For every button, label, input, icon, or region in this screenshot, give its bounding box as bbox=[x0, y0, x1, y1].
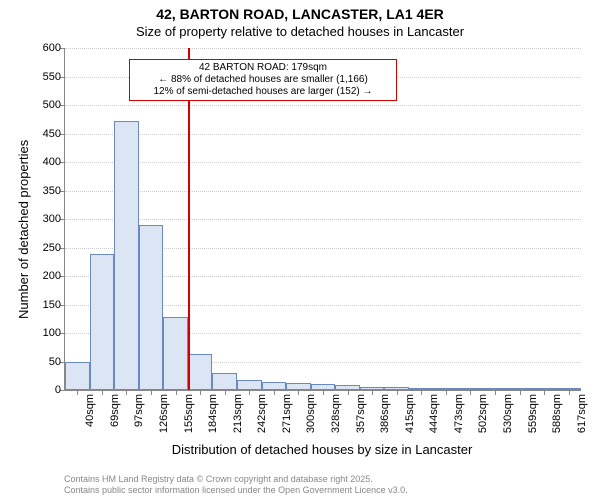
xtick-mark bbox=[421, 390, 422, 395]
ytick-label: 500 bbox=[43, 99, 65, 111]
xtick-label: 588sqm bbox=[549, 394, 563, 433]
credits-line-1: Contains HM Land Registry data © Crown c… bbox=[64, 474, 408, 485]
xtick-mark bbox=[126, 390, 127, 395]
xtick-label: 357sqm bbox=[353, 394, 367, 433]
xtick-label: 97sqm bbox=[131, 394, 145, 427]
histogram-bar bbox=[139, 225, 164, 390]
xtick-mark bbox=[225, 390, 226, 395]
chart-title: 42, BARTON ROAD, LANCASTER, LA1 4ER bbox=[0, 0, 600, 22]
chart-container: 42, BARTON ROAD, LANCASTER, LA1 4ER Size… bbox=[0, 0, 600, 500]
ytick-label: 600 bbox=[43, 42, 65, 54]
xtick-mark bbox=[176, 390, 177, 395]
xtick-mark bbox=[298, 390, 299, 395]
ytick-label: 300 bbox=[43, 213, 65, 225]
chart-subtitle: Size of property relative to detached ho… bbox=[0, 22, 600, 39]
xtick-label: 328sqm bbox=[328, 394, 342, 433]
plot-area: 05010015020025030035040045050055060040sq… bbox=[64, 48, 581, 391]
gridline-h bbox=[65, 162, 581, 163]
xtick-mark bbox=[249, 390, 250, 395]
xtick-mark bbox=[372, 390, 373, 395]
xtick-mark bbox=[495, 390, 496, 395]
xtick-mark bbox=[348, 390, 349, 395]
xtick-label: 473sqm bbox=[451, 394, 465, 433]
xtick-label: 559sqm bbox=[525, 394, 539, 433]
credits-text: Contains HM Land Registry data © Crown c… bbox=[64, 474, 408, 496]
x-axis-label: Distribution of detached houses by size … bbox=[64, 442, 580, 457]
xtick-mark bbox=[470, 390, 471, 395]
gridline-h bbox=[65, 191, 581, 192]
xtick-label: 242sqm bbox=[254, 394, 268, 433]
xtick-label: 300sqm bbox=[303, 394, 317, 433]
ytick-label: 550 bbox=[43, 71, 65, 83]
annotation-line-1: 42 BARTON ROAD: 179sqm bbox=[134, 62, 392, 74]
xtick-label: 444sqm bbox=[426, 394, 440, 433]
ytick-label: 400 bbox=[43, 156, 65, 168]
ytick-label: 50 bbox=[49, 356, 65, 368]
gridline-h bbox=[65, 134, 581, 135]
ytick-label: 250 bbox=[43, 242, 65, 254]
xtick-mark bbox=[151, 390, 152, 395]
xtick-mark bbox=[102, 390, 103, 395]
ytick-label: 0 bbox=[55, 384, 65, 396]
y-axis-label: Number of detached properties bbox=[16, 140, 31, 319]
ytick-label: 100 bbox=[43, 327, 65, 339]
xtick-label: 271sqm bbox=[279, 394, 293, 433]
histogram-bar bbox=[114, 121, 139, 390]
xtick-label: 184sqm bbox=[205, 394, 219, 433]
xtick-label: 386sqm bbox=[377, 394, 391, 433]
histogram-bar bbox=[237, 380, 262, 390]
xtick-label: 213sqm bbox=[230, 394, 244, 433]
xtick-label: 617sqm bbox=[574, 394, 588, 433]
histogram-bar bbox=[262, 382, 287, 390]
xtick-label: 530sqm bbox=[500, 394, 514, 433]
histogram-bar bbox=[286, 383, 311, 390]
xtick-mark bbox=[397, 390, 398, 395]
histogram-bar bbox=[65, 362, 90, 391]
histogram-bar bbox=[188, 354, 213, 390]
gridline-h bbox=[65, 48, 581, 49]
xtick-mark bbox=[323, 390, 324, 395]
annotation-line-2: ← 88% of detached houses are smaller (1,… bbox=[134, 74, 392, 86]
xtick-mark bbox=[274, 390, 275, 395]
xtick-label: 415sqm bbox=[402, 394, 416, 433]
xtick-mark bbox=[544, 390, 545, 395]
ytick-label: 450 bbox=[43, 128, 65, 140]
annotation-box: 42 BARTON ROAD: 179sqm← 88% of detached … bbox=[129, 59, 397, 101]
xtick-mark bbox=[446, 390, 447, 395]
histogram-bar bbox=[163, 317, 188, 390]
gridline-h bbox=[65, 219, 581, 220]
annotation-line-3: 12% of semi-detached houses are larger (… bbox=[134, 86, 392, 98]
histogram-bar bbox=[90, 254, 115, 390]
credits-line-2: Contains public sector information licen… bbox=[64, 485, 408, 496]
xtick-label: 40sqm bbox=[82, 394, 96, 427]
xtick-label: 502sqm bbox=[475, 394, 489, 433]
xtick-label: 126sqm bbox=[156, 394, 170, 433]
xtick-mark bbox=[569, 390, 570, 395]
ytick-label: 350 bbox=[43, 185, 65, 197]
xtick-mark bbox=[200, 390, 201, 395]
histogram-bar bbox=[212, 373, 237, 390]
gridline-h bbox=[65, 105, 581, 106]
xtick-label: 69sqm bbox=[107, 394, 121, 427]
xtick-mark bbox=[520, 390, 521, 395]
xtick-mark bbox=[77, 390, 78, 395]
ytick-label: 200 bbox=[43, 270, 65, 282]
xtick-label: 155sqm bbox=[181, 394, 195, 433]
ytick-label: 150 bbox=[43, 299, 65, 311]
